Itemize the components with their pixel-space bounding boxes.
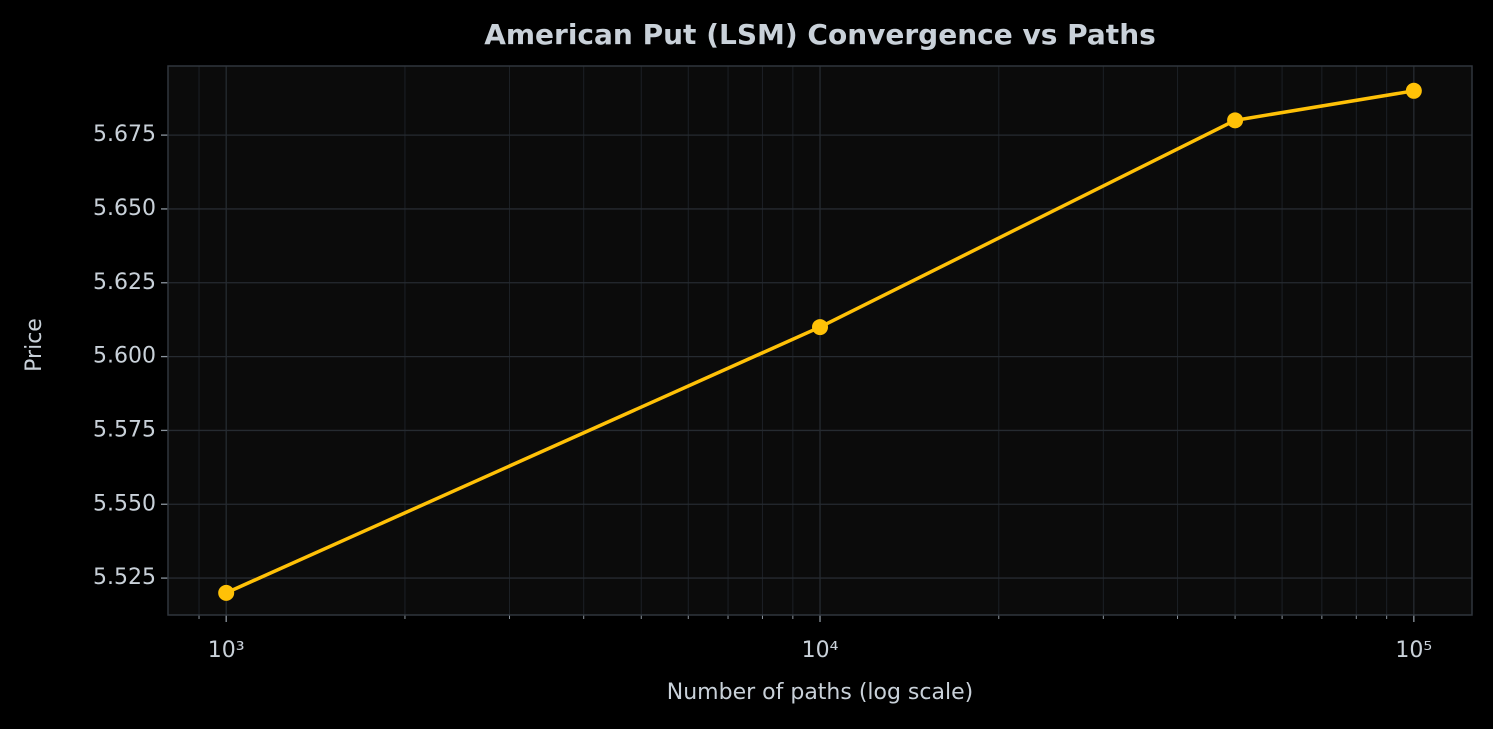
marker <box>812 319 829 336</box>
x-tick-label: 10⁵ <box>1395 638 1432 663</box>
x-tick-label: 10⁴ <box>802 638 839 663</box>
chart-title: American Put (LSM) Convergence vs Paths <box>484 18 1156 51</box>
y-axis-label: Price <box>22 318 47 372</box>
marker <box>1405 82 1422 99</box>
y-tick-label: 5.575 <box>93 417 156 442</box>
axes-frame <box>167 65 1473 616</box>
marker <box>218 584 235 601</box>
y-tick-label: 5.675 <box>93 122 156 147</box>
y-tick-label: 5.550 <box>93 491 156 516</box>
y-tick-label: 5.525 <box>93 565 156 590</box>
y-tick-label: 5.650 <box>93 196 156 221</box>
line <box>225 89 1415 595</box>
marker <box>1227 112 1244 129</box>
y-tick-label: 5.625 <box>93 270 156 295</box>
x-axis-label: Number of paths (log scale) <box>667 680 973 705</box>
y-tick-label: 5.600 <box>93 344 156 369</box>
x-tick-label: 10³ <box>208 638 245 663</box>
